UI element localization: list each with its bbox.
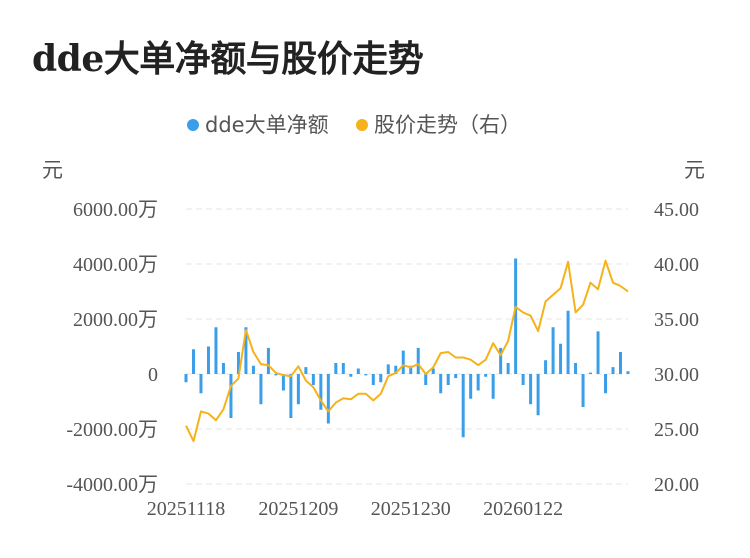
dde-bar (334, 363, 338, 374)
dde-bar (521, 374, 525, 385)
dde-bar (289, 374, 293, 418)
dde-bar (266, 347, 270, 374)
left-tick-label: 0 (148, 364, 158, 386)
x-tick-label: 20251209 (258, 498, 338, 520)
dde-bar (499, 347, 503, 374)
dde-bar (484, 374, 488, 377)
legend: dde大单净额 股价走势（右） (187, 113, 521, 137)
dde-bar (199, 374, 203, 394)
dde-bar (409, 365, 413, 374)
legend-line-label[interactable]: 股价走势（右） (374, 113, 521, 137)
dde-bar (371, 374, 375, 385)
dde-bar (386, 364, 390, 374)
legend-bar-marker (187, 119, 199, 131)
price-line (185, 259, 629, 443)
x-tick-label: 20251230 (371, 498, 451, 520)
dde-bar (416, 347, 420, 374)
dde-bar (349, 374, 353, 377)
right-tick-label: 30.00 (654, 364, 699, 386)
dde-bar (491, 374, 495, 399)
chart-title: dde大单净额与股价走势 (32, 38, 424, 80)
dde-bar (364, 374, 368, 376)
dde-bar (626, 371, 630, 374)
dde-bar (229, 374, 233, 418)
right-tick-label: 25.00 (654, 419, 699, 441)
right-tick-label: 45.00 (654, 199, 699, 221)
dde-bar (379, 374, 383, 383)
left-tick-label: 6000.00万 (73, 199, 158, 221)
dde-bar (574, 363, 578, 374)
dde-bar (214, 327, 218, 374)
left-tick-label: 2000.00万 (73, 309, 158, 331)
dde-bar (446, 374, 450, 385)
dde-bar (506, 363, 510, 374)
legend-bar-label[interactable]: dde大单净额 (205, 113, 329, 137)
right-tick-label: 40.00 (654, 254, 699, 276)
dde-bar (281, 374, 285, 391)
dde-bar (304, 367, 308, 374)
dde-bar (424, 374, 428, 385)
dde-bar (206, 346, 210, 374)
dde-bar (401, 350, 405, 374)
dde-bar (221, 363, 225, 374)
legend-line-marker (356, 119, 368, 131)
dde-bar (544, 360, 548, 374)
x-tick-label: 20251118 (147, 498, 226, 520)
dde-bar (341, 363, 345, 374)
dde-bar (244, 327, 248, 374)
dde-bar (274, 374, 278, 376)
dde-bar (356, 368, 360, 374)
dde-bar (454, 374, 458, 379)
right-axis-ticks: 20.00 25.00 30.00 35.00 40.00 45.00 (654, 199, 699, 496)
dde-bar (529, 374, 533, 405)
left-axis-ticks: -4000.00万 -2000.00万 0 2000.00万 4000.00万 6000.… (66, 199, 158, 496)
dde-bar (259, 374, 263, 405)
right-axis-unit: 元 (684, 158, 705, 182)
right-tick-label: 20.00 (654, 474, 699, 496)
dde-bar (566, 310, 570, 374)
dde-bar (439, 374, 443, 394)
left-tick-label: -4000.00万 (66, 474, 158, 496)
dde-bar (394, 365, 398, 374)
left-tick-label: 4000.00万 (73, 254, 158, 276)
dde-bar (191, 349, 195, 374)
dde-bar (184, 374, 188, 383)
right-tick-label: 35.00 (654, 309, 699, 331)
dde-bar (251, 365, 255, 374)
dde-bar (514, 258, 518, 374)
dde-bar (461, 374, 465, 438)
dde-bars (184, 258, 630, 438)
x-axis-labels: 20251118 20251209 20251230 20260122 (147, 498, 563, 520)
dde-bar (604, 374, 608, 394)
dde-bar (431, 368, 435, 374)
dde-bar (296, 374, 300, 405)
x-tick-label: 20260122 (483, 498, 563, 520)
dde-bar (469, 374, 473, 399)
dde-bar (476, 374, 480, 391)
dde-bar (581, 374, 585, 407)
dde-bar (319, 374, 323, 410)
dde-bar (619, 352, 623, 374)
dde-bar (536, 374, 540, 416)
dde-bar (596, 331, 600, 374)
dde-bar (559, 343, 563, 374)
dde-bar (311, 374, 315, 385)
dde-bar (236, 352, 240, 374)
dde-bar (589, 372, 593, 374)
dde-bar (551, 327, 555, 374)
left-axis-unit: 元 (42, 158, 63, 182)
left-tick-label: -2000.00万 (66, 419, 158, 441)
dde-bar (611, 367, 615, 374)
dde-bar (326, 374, 330, 424)
